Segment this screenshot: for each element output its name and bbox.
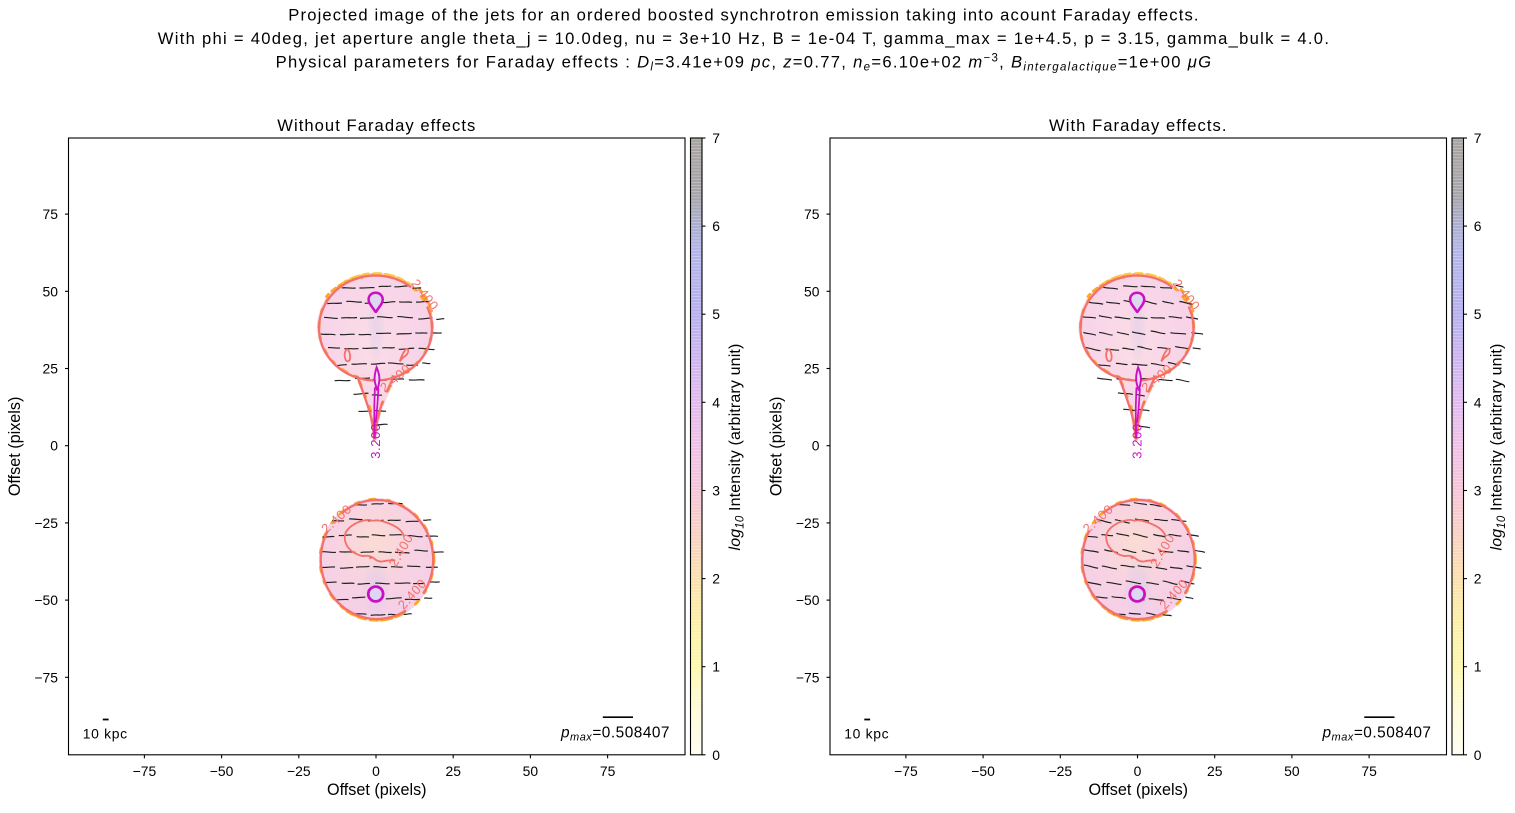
svg-text:Offset (pixels): Offset (pixels) [768,397,786,497]
svg-text:Offset (pixels): Offset (pixels) [327,781,427,799]
svg-text:7: 7 [1474,130,1482,146]
svg-text:pmax=0.508407: pmax=0.508407 [560,724,670,743]
svg-text:1: 1 [712,659,720,675]
svg-text:Without Faraday effects: Without Faraday effects [277,116,476,135]
svg-text:Offset (pixels): Offset (pixels) [6,397,24,497]
svg-text:4: 4 [1474,394,1482,410]
svg-text:5: 5 [712,306,720,322]
svg-text:1: 1 [1474,659,1482,675]
svg-text:−50: −50 [971,763,995,779]
svg-text:0: 0 [50,438,58,454]
svg-text:75: 75 [1361,763,1377,779]
svg-text:log10 Intensity (arbitrary uni: log10 Intensity (arbitrary unit) [1489,343,1509,550]
svg-text:3: 3 [1474,483,1482,499]
svg-text:6: 6 [712,218,720,234]
svg-text:−75: −75 [34,669,58,685]
svg-text:−25: −25 [796,515,820,531]
svg-text:7: 7 [712,130,720,146]
svg-text:−25: −25 [34,515,58,531]
svg-text:50: 50 [1284,763,1300,779]
svg-text:25: 25 [43,361,59,377]
svg-text:0: 0 [812,438,820,454]
svg-text:−25: −25 [287,763,311,779]
svg-text:Projected image of the jets fo: Projected image of the jets for an order… [288,6,1199,25]
svg-text:0: 0 [1134,763,1142,779]
svg-text:75: 75 [43,206,59,222]
svg-text:pmax=0.508407: pmax=0.508407 [1321,724,1431,743]
svg-text:−50: −50 [796,592,820,608]
svg-text:Offset (pixels): Offset (pixels) [1089,781,1189,799]
svg-text:5: 5 [1474,306,1482,322]
svg-text:25: 25 [1207,763,1223,779]
svg-text:−50: −50 [210,763,234,779]
svg-text:6: 6 [1474,218,1482,234]
svg-text:0: 0 [372,763,380,779]
svg-text:25: 25 [804,361,820,377]
svg-text:50: 50 [804,283,820,299]
svg-text:Physical parameters for Farada: Physical parameters for Faraday effects … [276,53,1213,74]
svg-text:−25: −25 [1049,763,1073,779]
svg-text:3.200: 3.200 [1129,423,1144,459]
svg-text:10 kpc: 10 kpc [844,725,889,741]
svg-text:75: 75 [804,206,820,222]
svg-text:−75: −75 [796,669,820,685]
svg-text:−50: −50 [34,592,58,608]
svg-text:50: 50 [43,283,59,299]
svg-text:4: 4 [712,394,720,410]
svg-text:3: 3 [712,483,720,499]
svg-text:10 kpc: 10 kpc [83,725,128,741]
svg-text:25: 25 [445,763,461,779]
svg-text:50: 50 [523,763,539,779]
svg-text:0: 0 [1474,747,1482,763]
svg-text:log10 Intensity (arbitrary uni: log10 Intensity (arbitrary unit) [727,343,747,550]
svg-text:−75: −75 [894,763,918,779]
svg-text:0: 0 [712,747,720,763]
svg-text:2: 2 [1474,571,1482,587]
svg-text:75: 75 [600,763,616,779]
svg-text:With phi = 40deg, jet aperture: With phi = 40deg, jet aperture angle the… [158,29,1330,48]
svg-text:−75: −75 [133,763,157,779]
svg-text:2: 2 [712,571,720,587]
svg-text:3.200: 3.200 [368,423,383,459]
svg-text:With Faraday effects.: With Faraday effects. [1049,116,1228,135]
